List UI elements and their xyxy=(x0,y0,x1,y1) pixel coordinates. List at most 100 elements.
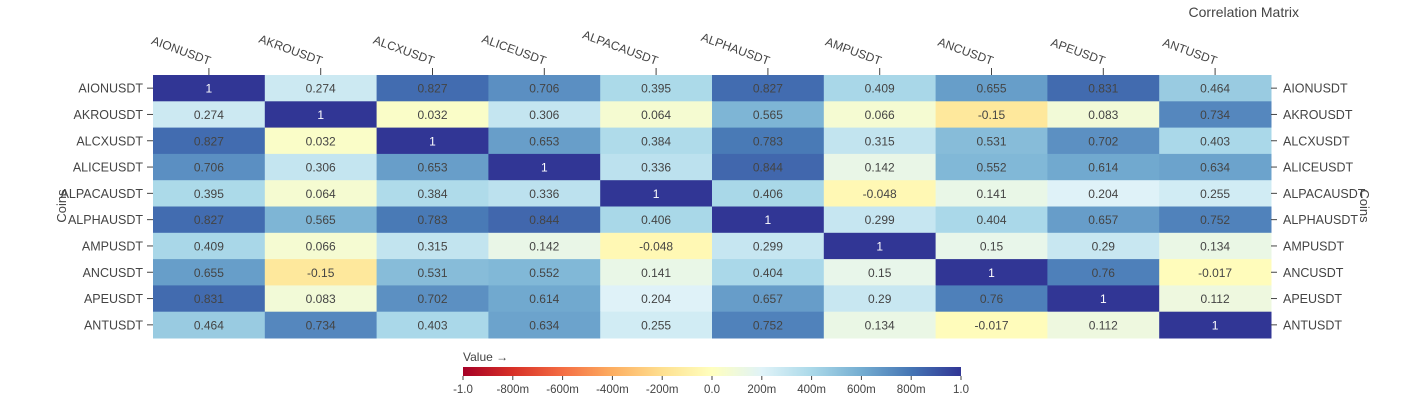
heatmap-cell xyxy=(488,180,601,207)
y-tick-label-right: ALPHAUSDT xyxy=(1283,213,1358,227)
cell-value-label: 0.827 xyxy=(417,82,447,96)
heatmap-cell xyxy=(488,75,601,102)
heatmap-cell xyxy=(600,127,713,155)
y-tick-label-left: APEUSDT xyxy=(84,292,143,306)
y-axis-right: AIONUSDT AKROUSDT ALCXUSDT ALICEUSDT ALPACAU… xyxy=(1271,82,1366,332)
cell-value-label: 1 xyxy=(541,161,548,175)
cell-value-label: 0.657 xyxy=(753,292,783,306)
heatmap-cell xyxy=(1159,311,1272,339)
cell-value-label: 0.336 xyxy=(529,187,559,201)
colorbar-tick-label: 1.0 xyxy=(953,384,969,396)
heatmap-cell xyxy=(264,311,378,339)
heatmap-cell xyxy=(153,232,266,260)
heatmap-cell xyxy=(153,75,266,102)
colorbar-tick-label: -400m xyxy=(596,384,629,396)
colorbar-tick-label: -600m xyxy=(546,384,579,396)
cell-value-label: 0.657 xyxy=(1088,213,1118,227)
cell-value-label: 0.395 xyxy=(641,82,671,96)
y-tick-label-right: APEUSDT xyxy=(1283,292,1342,306)
heatmap-cell xyxy=(1047,153,1160,181)
colorbar-tick-label: -200m xyxy=(646,384,679,396)
cell-value-label: 0.552 xyxy=(976,161,1006,175)
cell-value-label: 0.112 xyxy=(1089,318,1118,332)
heatmap-cell xyxy=(376,127,489,155)
cell-value-label: -0.048 xyxy=(639,239,673,253)
cell-value-label: 0.315 xyxy=(865,134,895,148)
cell-value-label: 0.406 xyxy=(641,213,671,227)
cell-value-label: 0.831 xyxy=(1088,82,1118,96)
cell-value-label: 0.464 xyxy=(1200,82,1230,96)
y-tick-label-right: ALPACAUSDT xyxy=(1283,187,1366,201)
y-tick-label-left: ALCXUSDT xyxy=(76,134,143,148)
heatmap-cell xyxy=(1047,75,1160,102)
heatmap-cell xyxy=(264,153,378,181)
heatmap-cell xyxy=(488,153,601,181)
cell-value-label: -0.048 xyxy=(863,187,897,201)
x-tick-label: APEUSDT xyxy=(1049,35,1108,68)
heatmap-cell xyxy=(935,206,1048,234)
cell-value-label: 0.083 xyxy=(306,292,336,306)
heatmap-cell xyxy=(1047,206,1160,234)
heatmap-cell xyxy=(1047,127,1160,155)
heatmap-cell xyxy=(376,153,489,181)
cell-value-label: 0.565 xyxy=(306,213,336,227)
heatmap-cell xyxy=(264,101,378,129)
cell-value-label: 0.404 xyxy=(976,213,1006,227)
heatmap-cells: 1 0.274 0.827 0.706 0.395 0.827 0.409 0.655 0.83… xyxy=(153,75,1272,339)
cell-value-label: 0.384 xyxy=(641,134,671,148)
y-tick-label-left: AKROUSDT xyxy=(74,108,144,122)
cell-value-label: 1 xyxy=(206,82,213,96)
heatmap-cell xyxy=(823,75,937,102)
heatmap-cell xyxy=(376,180,489,207)
cell-value-label: 0.384 xyxy=(417,187,447,201)
heatmap-cell xyxy=(600,75,713,102)
heatmap-cell xyxy=(488,259,601,286)
heatmap-cell xyxy=(1159,75,1272,102)
heatmap-cell xyxy=(1047,311,1160,339)
colorbar-tick-label: 600m xyxy=(847,384,876,396)
heatmap-cell xyxy=(823,206,937,234)
heatmap-cell xyxy=(600,101,713,129)
heatmap-cell xyxy=(153,285,266,313)
heatmap-cell xyxy=(712,206,825,234)
y-tick-label-left: AMPUSDT xyxy=(82,239,143,253)
x-axis: AIONUSDT AKROUSDT ALCXUSDT ALICEUSDT ALPACAU… xyxy=(150,28,1219,75)
cell-value-label: 1 xyxy=(988,266,995,280)
cell-value-label: 0.565 xyxy=(753,108,783,122)
colorbar-tick-label: 800m xyxy=(897,384,926,396)
y-tick-label-right: ALCXUSDT xyxy=(1283,134,1350,148)
x-tick-label: AMPUSDT xyxy=(824,35,885,68)
y-tick-label-right: ALICEUSDT xyxy=(1283,161,1354,175)
heatmap-cell xyxy=(823,259,937,286)
cell-value-label: 0.783 xyxy=(417,213,447,227)
heatmap-cell xyxy=(1159,285,1272,313)
cell-value-label: 0.706 xyxy=(529,82,559,96)
heatmap-cell xyxy=(712,311,825,339)
cell-value-label: 0.634 xyxy=(1200,161,1230,175)
cell-value-label: 0.141 xyxy=(641,266,671,280)
heatmap-cell xyxy=(823,285,937,313)
heatmap-cell xyxy=(264,259,378,286)
heatmap-cell xyxy=(153,311,266,339)
heatmap-cell xyxy=(823,180,937,207)
cell-value-label: 0.409 xyxy=(865,82,895,96)
heatmap-cell xyxy=(264,180,378,207)
x-tick-label: AKROUSDT xyxy=(257,32,325,68)
cell-value-label: 0.655 xyxy=(194,266,224,280)
heatmap-cell xyxy=(1159,206,1272,234)
cell-value-label: 0.142 xyxy=(865,161,895,175)
colorbar-tick-label: 0.0 xyxy=(704,384,720,396)
cell-value-label: 0.734 xyxy=(1200,108,1230,122)
cell-value-label: 0.064 xyxy=(641,108,671,122)
heatmap-cell xyxy=(264,285,378,313)
cell-value-label: -0.15 xyxy=(978,108,1006,122)
cell-value-label: -0.017 xyxy=(974,318,1008,332)
heatmap-cell xyxy=(712,232,825,260)
cell-value-label: 0.406 xyxy=(753,187,783,201)
cell-value-label: 0.083 xyxy=(1088,108,1118,122)
heatmap-cell xyxy=(1159,153,1272,181)
x-tick-label: ALPACAUSDT xyxy=(581,28,661,68)
heatmap-cell xyxy=(1047,180,1160,207)
heatmap-cell xyxy=(488,311,601,339)
